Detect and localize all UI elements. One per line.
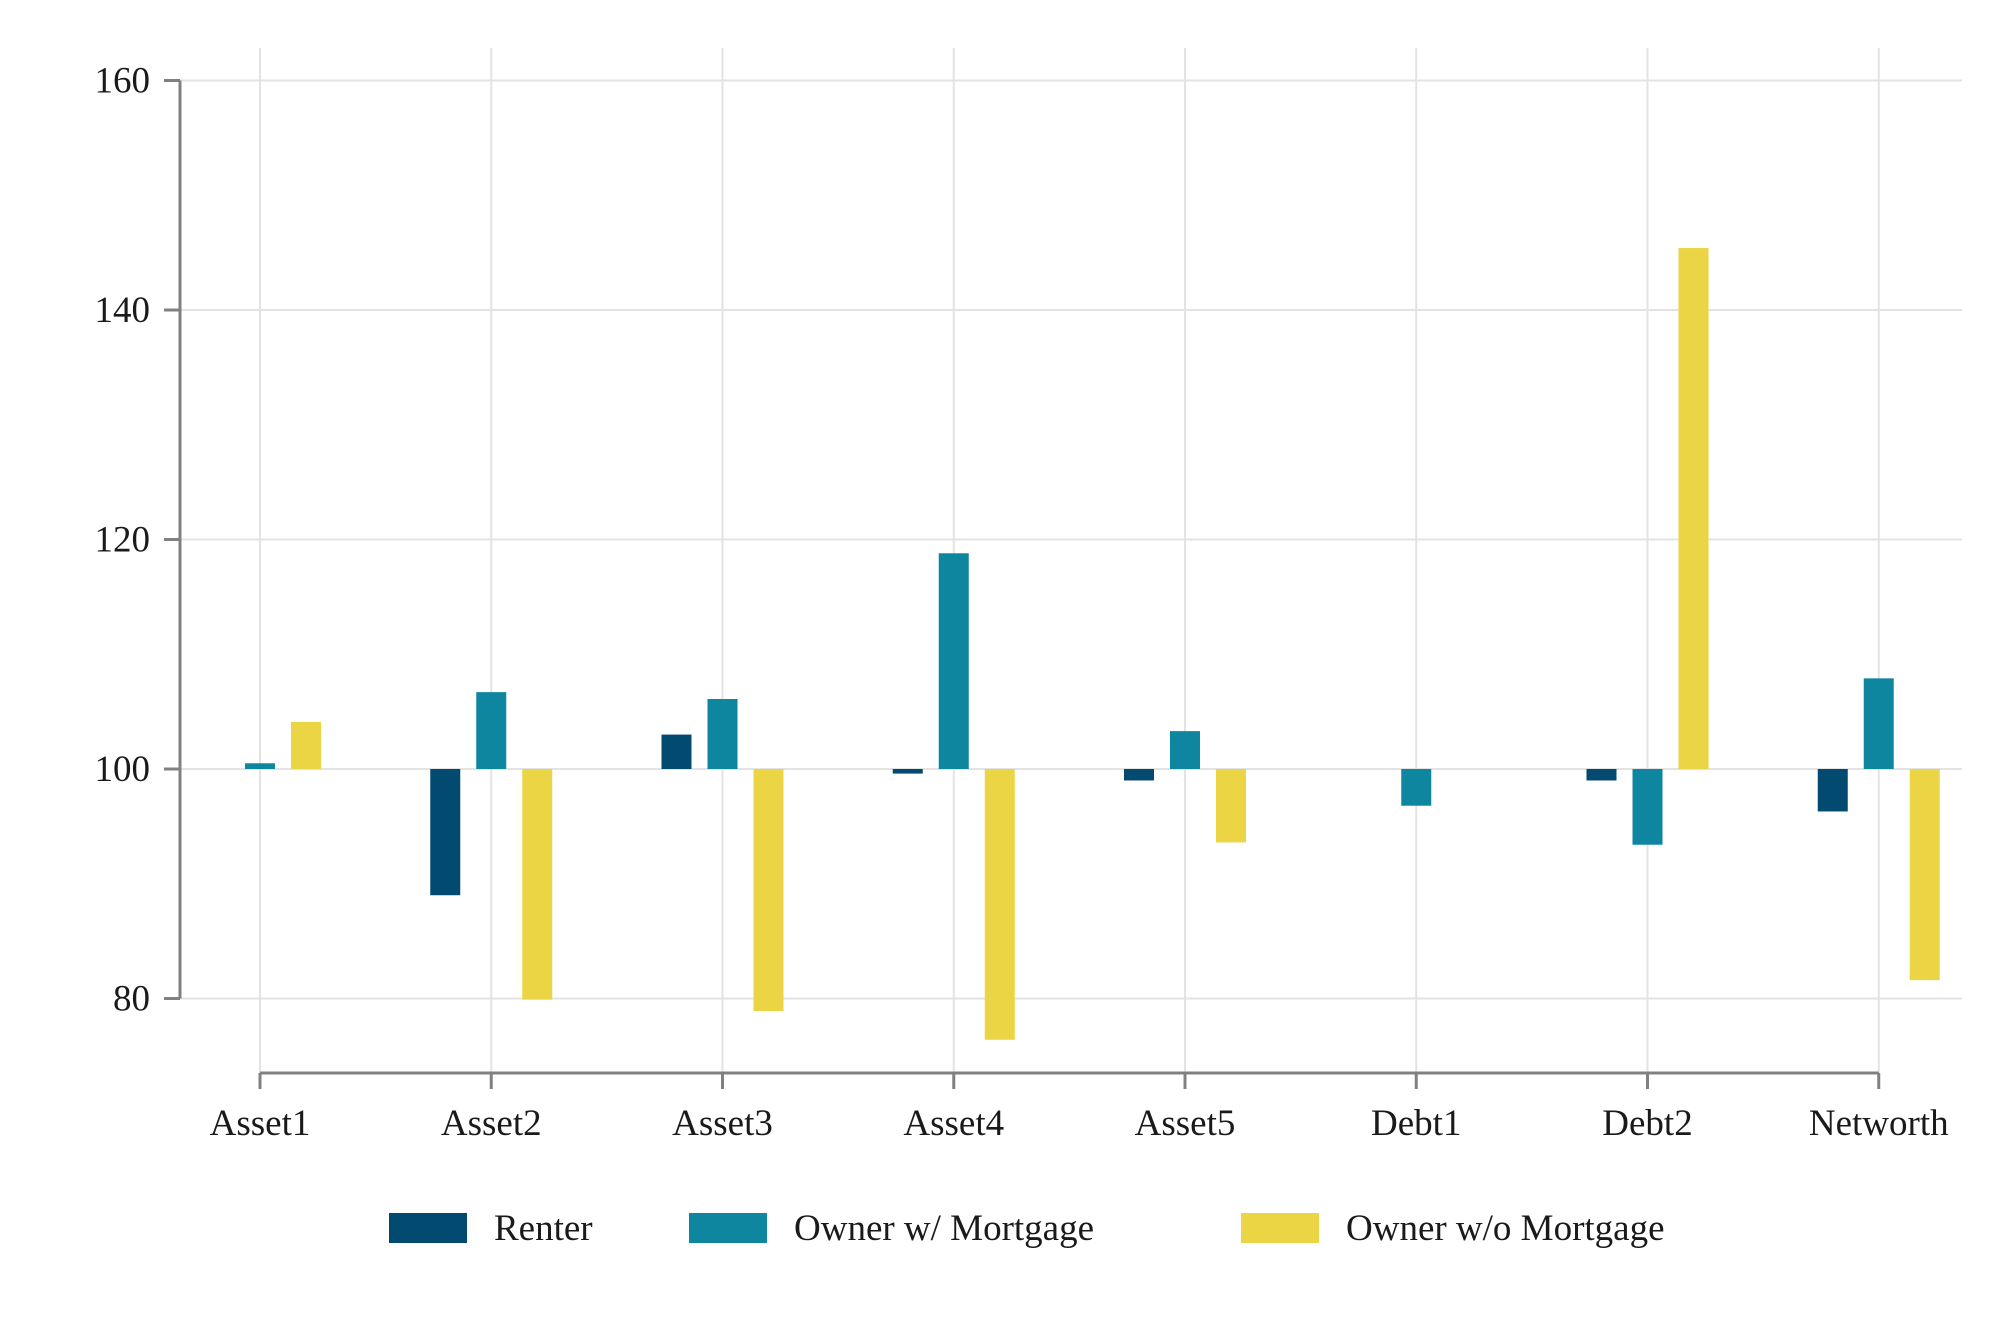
x-tick-label: Asset3 [672, 1103, 773, 1144]
legend-swatch-owner-w-mortgage [689, 1213, 767, 1243]
bar-owner-w-mortgage-asset4 [938, 553, 969, 769]
bar-owner-w-o-mortgage-asset3 [753, 769, 784, 1012]
y-tick-label: 160 [95, 61, 151, 102]
bar-owner-w-mortgage-debt1 [1401, 769, 1432, 806]
bar-owner-w-mortgage-networth [1863, 678, 1894, 769]
bar-owner-w-o-mortgage-networth [1909, 769, 1940, 981]
x-tick-label: Debt2 [1602, 1103, 1692, 1144]
y-tick-label: 100 [95, 749, 151, 790]
y-tick-label: 120 [95, 520, 151, 561]
x-tick-label: Debt1 [1371, 1103, 1461, 1144]
axes: 80 100 120 140 160 Asset1 Asset2 Asset3 Asset4 As… [95, 61, 1950, 1145]
bar-owner-w-o-mortgage-asset2 [522, 769, 553, 1000]
bar-renter-asset3 [661, 734, 692, 769]
x-tick-label: Asset2 [441, 1103, 542, 1144]
bar-renter-networth [1817, 769, 1848, 812]
bar-owner-w-mortgage-asset2 [476, 692, 507, 769]
legend-label-owner-w-mortgage: Owner w/ Mortgage [794, 1208, 1094, 1249]
bar-renter-asset4 [892, 769, 923, 774]
bars [245, 248, 1940, 1040]
bar-owner-w-mortgage-asset5 [1170, 731, 1200, 769]
bar-owner-w-o-mortgage-asset4 [984, 769, 1015, 1040]
legend-label-owner-w-o-mortgage: Owner w/o Mortgage [1346, 1208, 1665, 1249]
bar-renter-asset5 [1124, 769, 1154, 781]
x-tick-label: Asset5 [1135, 1103, 1236, 1144]
gridlines [180, 48, 1962, 1073]
bar-owner-w-mortgage-asset1 [245, 763, 275, 769]
bar-owner-w-mortgage-debt2 [1632, 769, 1663, 845]
x-tick-label: Asset4 [903, 1103, 1004, 1144]
bar-owner-w-o-mortgage-asset5 [1216, 769, 1246, 843]
x-tick-label: Networth [1809, 1103, 1949, 1144]
legend-swatch-owner-w-o-mortgage [1241, 1213, 1319, 1243]
legend-swatch-renter [389, 1213, 467, 1243]
x-tick-label: Asset1 [210, 1103, 311, 1144]
legend-label-renter: Renter [494, 1208, 593, 1249]
legend: Renter Owner w/ Mortgage Owner w/o Mortgag… [389, 1208, 1665, 1249]
bar-renter-asset2 [430, 769, 461, 896]
y-tick-label: 140 [95, 290, 151, 331]
bar-renter-debt2 [1586, 769, 1617, 781]
bar-owner-w-o-mortgage-debt2 [1678, 248, 1709, 769]
y-tick-label: 80 [113, 979, 150, 1020]
bar-owner-w-o-mortgage-asset1 [291, 721, 321, 769]
bar-owner-w-mortgage-asset3 [707, 699, 738, 769]
